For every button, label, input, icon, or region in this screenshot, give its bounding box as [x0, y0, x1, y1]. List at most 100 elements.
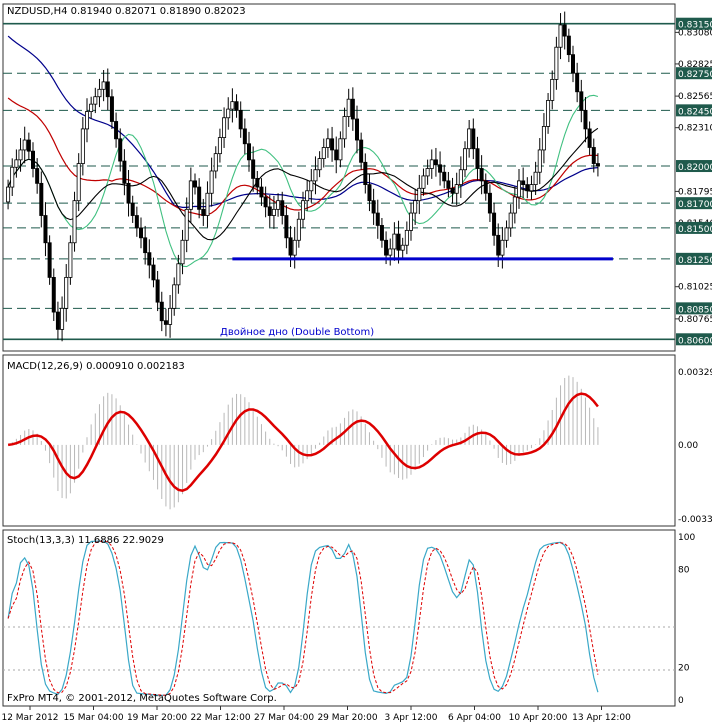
candle-body-142: [595, 163, 600, 167]
time-tick-label-2: 19 Mar 20:00: [127, 713, 187, 723]
candle-body-97: [408, 212, 413, 231]
candle-body-63: [267, 206, 272, 216]
level-label-7: 0.80850: [678, 305, 712, 315]
level-label-8: 0.80600: [678, 336, 712, 346]
candle-body-67: [284, 215, 289, 239]
level-label-box-5: [676, 221, 712, 234]
stoch-main-line: [7, 540, 599, 696]
candle-body-84: [354, 118, 359, 141]
candle-body-74: [313, 169, 318, 182]
level-label-box-1: [676, 67, 712, 80]
candle-body-132: [554, 46, 559, 80]
candle-body-49: [209, 170, 214, 194]
stoch-title: Stoch(13,3,3) 11.6886 22.9029: [7, 535, 164, 546]
candle-body-59: [251, 159, 256, 179]
time-tick-label-3: 22 Mar 12:00: [190, 713, 250, 723]
candle-body-138: [579, 91, 584, 111]
candle-body-112: [471, 128, 476, 150]
candle-body-115: [483, 180, 488, 194]
candle-body-46: [197, 186, 202, 210]
candle-body-89: [375, 212, 380, 226]
candle-body-107: [450, 187, 455, 194]
candle-body-22: [97, 88, 102, 98]
time-tick-label-9: 13 Apr 12:00: [572, 713, 631, 723]
price-tick-label-0: 0.83080: [678, 28, 712, 38]
candle-body-73: [309, 180, 314, 192]
candle-body-58: [246, 143, 251, 161]
time-tick-label-6: 3 Apr 12:00: [385, 713, 438, 723]
time-tick-label-5: 29 Mar 20:00: [317, 713, 377, 723]
candle-body-44: [188, 180, 193, 210]
candle-body-13: [60, 307, 65, 330]
stoch-axis: 100 80 20 0: [678, 533, 695, 706]
candle-body-68: [288, 237, 293, 256]
candle-body-117: [492, 212, 497, 236]
candle-body-57: [242, 128, 247, 145]
candle-body-139: [583, 109, 588, 130]
candlesticks: [6, 11, 600, 342]
time-tick-label-8: 10 Apr 20:00: [509, 713, 568, 723]
candle-body-15: [68, 242, 73, 278]
candle-body-98: [413, 200, 418, 214]
candle-body-0: [6, 186, 11, 203]
candle-body-32: [138, 227, 143, 239]
candle-body-96: [404, 229, 409, 246]
candle-body-136: [571, 54, 576, 74]
price-tick-label-2: 0.82565: [678, 92, 712, 102]
candle-body-83: [350, 98, 355, 120]
candle-body-52: [222, 117, 227, 138]
candle-body-122: [512, 196, 517, 214]
level-label-box-0: [676, 17, 712, 30]
candle-body-106: [446, 180, 451, 189]
candle-body-126: [529, 184, 534, 192]
candle-body-38: [163, 320, 168, 325]
candle-body-18: [80, 128, 85, 164]
macd-tick-label-1: 0.00: [678, 441, 698, 451]
stoch-panel: [2, 529, 676, 707]
ma-fast-black: [7, 127, 599, 241]
stoch-signal-line: [7, 540, 599, 696]
candle-body-61: [259, 186, 264, 198]
macd-tick-label-0: 0.00329: [678, 368, 712, 378]
candle-body-93: [392, 233, 397, 250]
candle-body-54: [230, 101, 235, 110]
copyright-footer: FxPro MT4, © 2001-2012, MetaQuotes Softw…: [7, 693, 277, 704]
candle-body-8: [39, 182, 44, 216]
level-label-box-6: [676, 252, 712, 265]
candle-body-92: [388, 248, 393, 256]
candle-body-120: [504, 227, 509, 241]
candle-body-78: [330, 138, 335, 151]
candle-body-87: [367, 184, 372, 202]
price-tick-label-3: 0.82310: [678, 124, 712, 134]
candle-body-76: [321, 147, 326, 160]
candle-body-110: [462, 148, 467, 171]
candle-body-130: [546, 100, 551, 127]
candle-body-123: [517, 180, 522, 198]
candle-body-109: [458, 169, 463, 185]
level-label-2: 0.82450: [678, 107, 712, 117]
candle-body-121: [508, 212, 513, 229]
candle-body-125: [525, 184, 530, 192]
candle-body-33: [143, 237, 148, 254]
macd-axis: 0.00329 0.00 -0.00336: [678, 368, 712, 525]
candle-body-6: [30, 150, 35, 169]
candle-body-133: [558, 24, 563, 48]
candle-body-65: [276, 200, 281, 210]
candle-body-20: [89, 103, 94, 112]
candle-body-16: [72, 200, 77, 244]
candle-body-81: [342, 116, 347, 140]
candle-body-45: [192, 180, 197, 188]
time-tick-label-7: 6 Apr 04:00: [448, 713, 501, 723]
candle-body-66: [280, 200, 285, 216]
candle-body-131: [550, 79, 555, 101]
level-labels: 0.83150 0.82750 0.82450 0.82000 0.81700 0.815…: [676, 17, 712, 346]
candle-body-27: [118, 138, 123, 162]
candle-body-56: [238, 109, 243, 130]
time-tick-label-0: 12 Mar 2012: [1, 713, 58, 723]
time-tick-label-1: 15 Mar 04:00: [63, 713, 123, 723]
candle-body-42: [180, 239, 185, 265]
candle-body-99: [417, 187, 422, 202]
candle-body-40: [172, 284, 177, 309]
level-label-4: 0.81700: [678, 200, 712, 210]
candle-body-41: [176, 263, 181, 286]
